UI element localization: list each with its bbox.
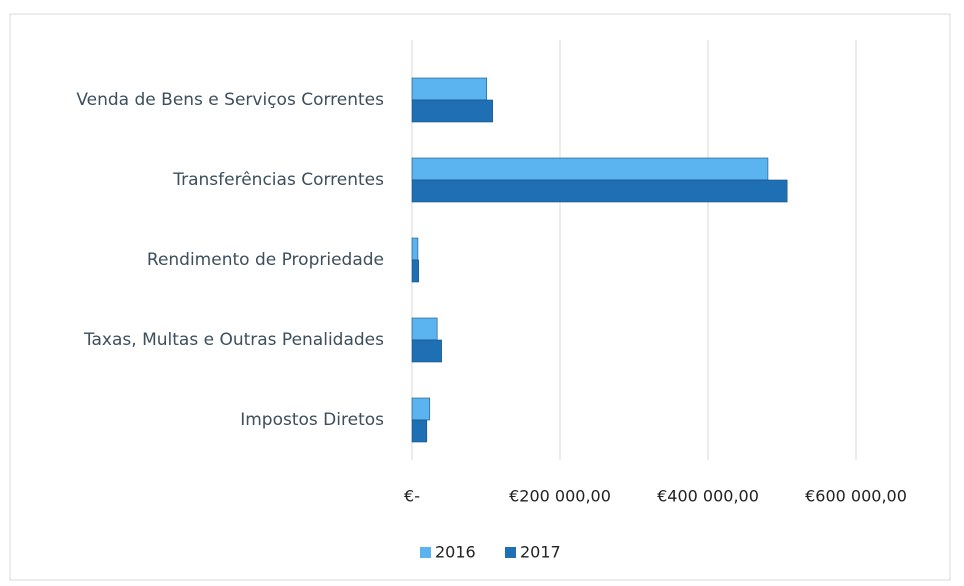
bar xyxy=(411,339,442,363)
legend-swatch xyxy=(505,547,516,558)
bar xyxy=(411,237,419,261)
bar xyxy=(411,179,788,203)
bar xyxy=(411,77,488,101)
bar xyxy=(411,259,419,283)
y-tick-label: Impostos Diretos xyxy=(240,410,384,430)
x-tick-label: €400 000,00 xyxy=(657,487,759,506)
bar xyxy=(411,317,438,341)
x-tick-label: €200 000,00 xyxy=(509,487,611,506)
x-tick-label: €600 000,00 xyxy=(805,487,907,506)
legend-label: 2016 xyxy=(435,543,476,562)
bar xyxy=(411,99,493,123)
bar xyxy=(411,419,428,443)
bar xyxy=(411,397,431,421)
legend-label: 2017 xyxy=(520,543,561,562)
legend-swatch xyxy=(420,547,431,558)
y-tick-label: Taxas, Multas e Outras Penalidades xyxy=(83,330,384,350)
bar xyxy=(411,157,769,181)
y-tick-label: Transferências Correntes xyxy=(172,170,384,190)
x-tick-label: €- xyxy=(404,487,420,506)
y-tick-label: Venda de Bens e Serviços Correntes xyxy=(76,90,384,110)
y-tick-label: Rendimento de Propriedade xyxy=(147,250,384,270)
